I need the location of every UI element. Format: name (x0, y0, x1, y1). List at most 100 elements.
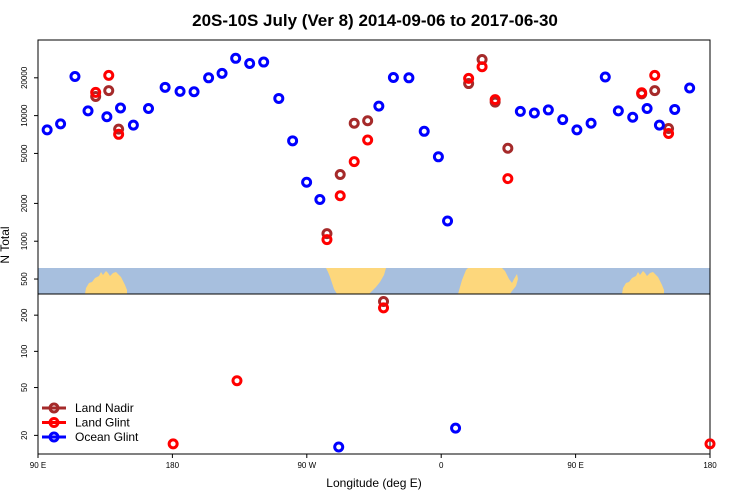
ocean-glint-point (188, 86, 200, 98)
ocean-glint-point (273, 92, 285, 104)
land-nadir-point (103, 85, 115, 97)
chart-title: 20S-10S July (Ver 8) 2014-09-06 to 2017-… (192, 11, 558, 30)
ocean-glint-point (571, 124, 583, 136)
ocean-glint-point (41, 124, 53, 136)
land-nadir-point (321, 228, 333, 240)
ocean-glint-point (159, 81, 171, 93)
ocean-glint-point (301, 176, 313, 188)
land-nadir-point (378, 295, 390, 307)
ocean-glint-point (684, 82, 696, 94)
ocean-glint-point (542, 104, 554, 116)
y-tick-label: 1000 (20, 232, 29, 250)
ocean-glint-point (432, 151, 444, 163)
land-nadir-point (502, 142, 514, 154)
land-nadir-point (663, 122, 675, 134)
land-glint-point (502, 173, 514, 185)
world-map-strip (38, 268, 710, 294)
ocean-glint-point (599, 71, 611, 83)
y-axis-bottom: 20 50 100 200 (20, 308, 38, 440)
ocean-glint-point (82, 105, 94, 117)
ocean-glint-point (55, 118, 67, 130)
ocean-glint-point (403, 72, 415, 84)
landmass-australia-east (622, 271, 664, 294)
land-nadir-point (463, 78, 475, 90)
ocean-glint-point (174, 85, 186, 97)
y-tick-label: 5000 (20, 144, 29, 162)
ocean-glint-point (641, 102, 653, 114)
land-nadir-point (348, 117, 360, 129)
y-tick-label: 10000 (20, 104, 29, 127)
legend-label-ocean-glint: Ocean Glint (75, 430, 139, 444)
x-tick-label: 180 (703, 461, 717, 470)
ocean-glint-point (653, 119, 665, 131)
land-nadir-point (113, 123, 125, 135)
ocean-glint-point (203, 72, 215, 84)
y-axis-label: N Total (0, 226, 12, 263)
ocean-glint-point (127, 119, 139, 131)
ocean-glint-point (258, 56, 270, 68)
land-glint-point (90, 86, 102, 98)
legend-marker-land-glint (48, 417, 60, 428)
land-nadir-point (649, 85, 661, 97)
x-tick-label: 90 W (297, 461, 316, 470)
land-glint-point (378, 302, 390, 314)
land-glint-point (348, 156, 360, 168)
x-tick-label: 180 (166, 461, 180, 470)
land-nadir-point (362, 115, 374, 127)
legend-label-land-glint: Land Glint (75, 416, 130, 430)
x-axis-label: Longitude (deg E) (326, 476, 421, 490)
ocean-glint-point (287, 135, 299, 147)
land-nadir-point (90, 90, 102, 102)
land-glint-point (649, 69, 661, 81)
land-glint-point (489, 94, 501, 106)
y-tick-label: 20000 (20, 66, 29, 89)
legend-label-land-nadir: Land Nadir (75, 401, 134, 415)
land-nadir-point (334, 168, 346, 180)
ocean-glint-point (442, 215, 454, 227)
y-tick-label: 20 (20, 430, 29, 439)
x-tick-label: 0 (439, 461, 444, 470)
land-glint-point (362, 134, 374, 146)
y-tick-label: 100 (20, 344, 29, 358)
legend-marker-land-nadir (48, 402, 60, 414)
land-glint-point (321, 234, 333, 246)
land-glint-point (636, 87, 648, 99)
landmass-africa (458, 268, 518, 294)
ocean-glint-point (557, 114, 569, 126)
ocean-glint-point (514, 105, 526, 117)
ocean-glint-point (244, 57, 256, 69)
landmass-south-america (326, 268, 386, 294)
y-tick-label: 200 (20, 308, 29, 322)
x-axis: 90 E 180 90 W 0 90 E 180 (30, 454, 717, 470)
ocean-glint-point (669, 103, 681, 115)
ocean-glint-point (69, 70, 81, 82)
ocean-glint-point (230, 52, 242, 64)
ocean-glint-point (314, 193, 326, 205)
y-tick-label: 50 (20, 383, 29, 392)
ocean-glint-point (143, 102, 155, 114)
y-tick-label: 500 (20, 272, 29, 286)
data-points (41, 52, 716, 453)
ocean-glint-point (612, 105, 624, 117)
ocean-glint-point (115, 102, 127, 114)
land-glint-point (463, 72, 475, 84)
y-axis-top: 500 1000 2000 5000 10000 20000 (20, 66, 38, 286)
ocean-glint-point (450, 422, 462, 434)
land-glint-point (476, 61, 488, 73)
ocean-glint-point (418, 125, 430, 137)
ocean-glint-point (585, 117, 597, 129)
ocean-glint-point (373, 100, 385, 112)
land-glint-point (334, 190, 346, 202)
ocean-glint-point (627, 111, 639, 123)
y-tick-label: 2000 (20, 194, 29, 212)
ocean-glint-point (216, 67, 228, 79)
landmass-australia (85, 271, 127, 294)
land-glint-point (103, 69, 115, 81)
ocean-glint-point (101, 111, 113, 123)
land-glint-point (113, 128, 125, 140)
land-glint-point (663, 128, 675, 140)
bottom-panel-frame (37, 293, 711, 455)
ocean-glint-point (528, 107, 540, 119)
legend-marker-ocean-glint (48, 431, 60, 443)
